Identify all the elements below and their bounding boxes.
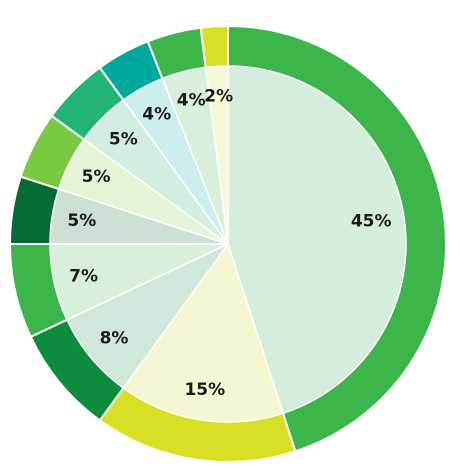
pie-slice-3 [65, 243, 229, 390]
slice-label-10: 2% [204, 86, 233, 106]
slice-labels: 45%15%8%7%5%5%5%4%4%2% [67, 86, 391, 400]
slice-label-9: 4% [177, 91, 206, 111]
slice-label-7: 5% [109, 129, 138, 149]
slice-label-5: 5% [67, 211, 96, 231]
slice-label-1: 45% [351, 211, 392, 231]
pie-slice-1 [227, 65, 407, 415]
pie-slice-10 [204, 65, 229, 245]
inner-pie [49, 65, 407, 423]
slice-label-6: 5% [82, 167, 111, 187]
slice-label-4: 7% [69, 266, 98, 286]
slice-label-8: 4% [142, 104, 171, 124]
slice-label-2: 15% [184, 380, 225, 400]
pie-slice-2 [122, 242, 284, 423]
slice-label-3: 8% [100, 328, 129, 348]
